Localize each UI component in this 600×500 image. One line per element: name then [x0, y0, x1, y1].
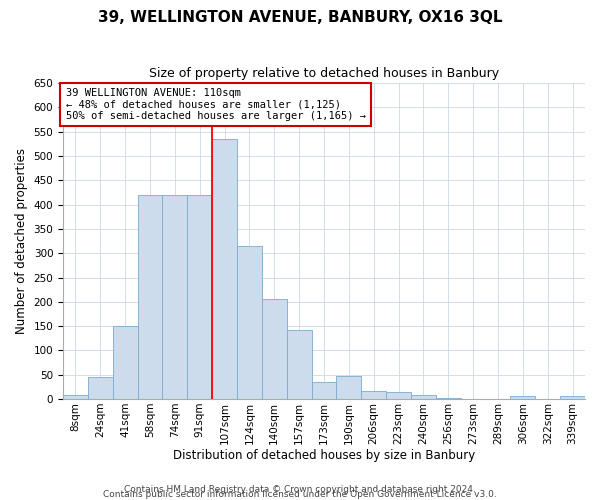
Bar [163, 195, 187, 399]
Text: Contains public sector information licensed under the Open Government Licence v3: Contains public sector information licen… [103, 490, 497, 499]
Bar [262, 300, 287, 399]
Bar [361, 391, 386, 399]
Bar [411, 395, 436, 399]
Bar [63, 395, 88, 399]
Bar [511, 396, 535, 399]
Bar [287, 330, 311, 399]
Bar [187, 195, 212, 399]
Text: 39 WELLINGTON AVENUE: 110sqm
← 48% of detached houses are smaller (1,125)
50% of: 39 WELLINGTON AVENUE: 110sqm ← 48% of de… [65, 88, 365, 121]
Text: 39, WELLINGTON AVENUE, BANBURY, OX16 3QL: 39, WELLINGTON AVENUE, BANBURY, OX16 3QL [98, 10, 502, 25]
Bar [237, 246, 262, 399]
Text: Contains HM Land Registry data © Crown copyright and database right 2024.: Contains HM Land Registry data © Crown c… [124, 484, 476, 494]
Bar [137, 195, 163, 399]
Bar [436, 398, 461, 399]
Bar [88, 377, 113, 399]
Bar [386, 392, 411, 399]
Bar [560, 396, 585, 399]
Title: Size of property relative to detached houses in Banbury: Size of property relative to detached ho… [149, 68, 499, 80]
Bar [212, 139, 237, 399]
Bar [311, 382, 337, 399]
X-axis label: Distribution of detached houses by size in Banbury: Distribution of detached houses by size … [173, 450, 475, 462]
Bar [337, 376, 361, 399]
Y-axis label: Number of detached properties: Number of detached properties [15, 148, 28, 334]
Bar [113, 326, 137, 399]
